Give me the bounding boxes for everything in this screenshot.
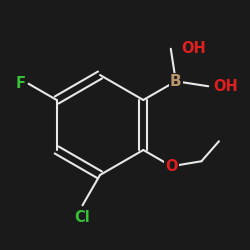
Text: OH: OH	[213, 79, 238, 94]
Text: F: F	[16, 76, 26, 91]
Text: B: B	[170, 74, 181, 89]
Text: O: O	[165, 159, 178, 174]
Text: OH: OH	[181, 41, 206, 56]
Text: Cl: Cl	[75, 210, 90, 225]
